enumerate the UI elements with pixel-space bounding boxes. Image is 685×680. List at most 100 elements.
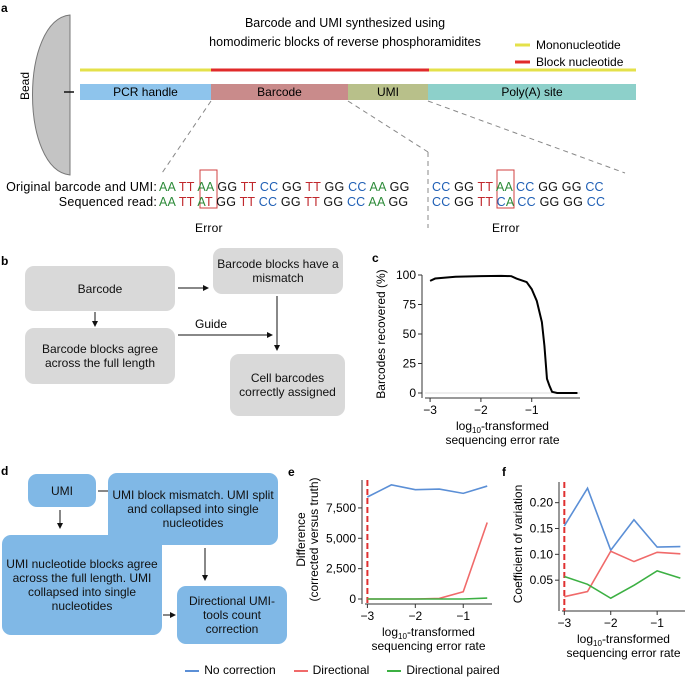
row-label-original: Original barcode and UMI: (6, 180, 157, 194)
barcode-box: Barcode (25, 266, 175, 311)
legend-no-correction: No correction (185, 663, 276, 677)
segment-pcr-handle: PCR handle (80, 84, 211, 100)
base: G (323, 195, 334, 209)
error-label-barcode: Error (195, 221, 223, 235)
base: G (399, 180, 410, 194)
base: A (378, 180, 386, 194)
x-tick-label: −3 (361, 609, 375, 623)
panel-label-c: c (372, 251, 379, 265)
y-tick-label: 0 (349, 592, 356, 606)
bead-shape (32, 14, 71, 176)
title-line-1: Barcode and UMI synthesized using (244, 16, 446, 30)
base: C (258, 195, 268, 209)
umi-agree-box: UMI nucleotide blocks agree across the f… (2, 535, 162, 635)
x-tick-label: −2 (408, 609, 422, 623)
y-tick-label: 0.20 (530, 496, 554, 510)
umi-box: UMI (28, 474, 96, 507)
base: C (595, 195, 606, 209)
base: T (178, 180, 187, 194)
base: C (269, 180, 279, 194)
base: T (485, 180, 493, 194)
base: C (356, 195, 366, 209)
base: A (197, 195, 205, 209)
base: A (167, 195, 176, 209)
y-axis-label: Difference (294, 512, 308, 567)
y-tick-label: 0.10 (530, 547, 554, 561)
base: A (369, 180, 379, 194)
base: T (305, 180, 314, 194)
base: C (346, 195, 357, 209)
base: C (585, 180, 595, 194)
error-label-umi: Error (492, 221, 520, 235)
y-tick-label: 25 (403, 357, 417, 371)
base: C (517, 195, 527, 209)
x-tick-label: −3 (557, 616, 571, 630)
base: G (333, 195, 344, 209)
base: C (432, 195, 442, 209)
bead-label: Bead (18, 71, 32, 100)
original-barcode-sequence: AA TT AA GG TT CC GG TT GG CC AA GG (159, 180, 410, 194)
base: C (441, 180, 451, 194)
segment-polya: Poly(A) site (428, 84, 636, 100)
guide-label: Guide (195, 317, 228, 331)
base: G (548, 180, 559, 194)
barcode-mismatch-box: Barcode blocks have a mismatch (213, 248, 343, 294)
x-tick-label: −1 (456, 609, 470, 623)
x-axis-label: log10-transformed (577, 632, 670, 648)
series-line-no-correction (563, 486, 681, 552)
original-umi-sequence: CC GG TT AA CC GG GG CC (432, 180, 604, 194)
error-box-umi (496, 169, 515, 209)
error-box-barcode (199, 169, 218, 209)
panel-a-title: Barcode and UMI synthesized using homodi… (150, 14, 540, 52)
y-tick-label: 2,500 (326, 562, 356, 576)
base: G (290, 195, 301, 209)
read-barcode-sequence: AA TT AT GG TT CC GG TT GG CC AA GG (159, 195, 408, 209)
y-axis-label: Barcodes recovered (%) (374, 269, 388, 398)
base: G (573, 195, 584, 209)
base: C (259, 180, 270, 194)
base: A (197, 180, 206, 194)
base: G (227, 180, 238, 194)
x-tick-label: −2 (604, 616, 618, 630)
base: G (454, 195, 465, 209)
y-axis-label: (corrected versus truth) (307, 477, 321, 601)
y-tick-label: 0.05 (530, 573, 554, 587)
series-line-directional-paired (564, 569, 681, 600)
read-umi-sequence: CC GG TT CA CC GG GG CC (432, 195, 605, 209)
base: C (594, 180, 604, 194)
series-line-curve (429, 274, 578, 394)
base: A (376, 195, 385, 209)
x-tick-label: −1 (650, 616, 664, 630)
umi-mismatch-box: UMI block mismatch. UMI split and collap… (108, 473, 278, 545)
base: A (159, 195, 168, 209)
base: T (485, 195, 493, 209)
panel-label-f: f (502, 465, 506, 479)
base: T (240, 180, 249, 194)
base: A (368, 195, 377, 209)
barcode-agree-box: Barcode blocks agree across the full len… (25, 328, 175, 384)
base: C (348, 180, 358, 194)
base: T (204, 195, 213, 209)
chart-f: −3 −2 −1 0.05 0.10 0.15 0.20 log10-transformeds… (511, 482, 685, 660)
base: G (398, 195, 409, 209)
base: A (505, 195, 514, 209)
base: G (282, 180, 292, 194)
base: G (388, 195, 399, 209)
legend-directional-paired: Directional paired (387, 663, 500, 677)
base: T (248, 180, 257, 194)
base: C (496, 195, 506, 209)
base: T (186, 195, 195, 209)
directional-box: Directional UMI-tools count correction (177, 586, 287, 644)
base: T (312, 195, 320, 209)
base: T (313, 180, 321, 194)
legend-block-label: Block nucleotide (536, 55, 624, 69)
y-tick-label: 0 (409, 386, 416, 400)
legend-directional: Directional (293, 663, 369, 677)
base: T (477, 180, 486, 194)
base: A (205, 180, 214, 194)
segment-umi: UMI (348, 84, 428, 100)
base: G (389, 180, 400, 194)
base: A (495, 180, 505, 194)
